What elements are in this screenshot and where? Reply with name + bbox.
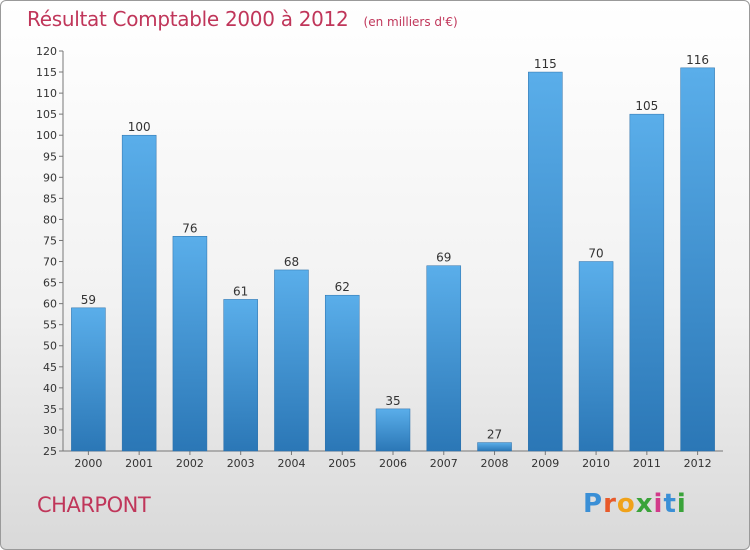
y-tick-label: 85 [43,192,57,205]
x-tick-label-2006: 2006 [379,457,407,470]
chart-subtitle: (en milliers d'€) [363,15,458,29]
bar-2001 [121,134,157,452]
x-tick-label-2011: 2011 [633,457,661,470]
logo-letter: i [653,489,664,519]
data-label-2010: 70 [588,247,603,261]
bar-2005 [324,294,360,452]
y-tick-label: 35 [43,403,57,416]
data-label-2009: 115 [534,57,557,71]
y-tick-label: 65 [43,277,57,290]
y-tick-label: 25 [43,445,57,458]
y-tick-label: 30 [43,424,57,437]
data-label-2000: 59 [81,293,96,307]
data-label-2002: 76 [182,221,197,235]
data-label-2007: 69 [436,251,451,265]
x-tick-label-2002: 2002 [176,457,204,470]
x-tick-label-2012: 2012 [684,457,712,470]
x-tick-label-2003: 2003 [227,457,255,470]
bar-2003 [223,299,258,452]
x-tick-label-2005: 2005 [328,457,356,470]
x-tick-label-2004: 2004 [277,457,305,470]
bar-2006 [375,408,411,452]
y-tick-label: 55 [43,319,57,332]
y-tick-label: 110 [36,87,57,100]
y-tick-label: 115 [36,66,57,79]
data-label-2001: 100 [128,120,151,134]
y-tick-label: 50 [43,340,57,353]
data-label-2012: 116 [686,53,709,67]
bars-group [71,67,715,452]
y-tick-label: 60 [43,298,57,311]
y-tick-label: 70 [43,256,57,269]
x-tick-label-2001: 2001 [125,457,153,470]
y-tick-label: 100 [36,129,57,142]
data-label-2006: 35 [385,394,400,408]
bar-2000 [71,307,106,452]
data-label-2008: 27 [487,428,502,442]
bar-2009 [528,71,563,452]
y-tick-label: 90 [43,171,57,184]
logo-letter: P [583,489,604,519]
logo-letter: o [616,489,636,519]
logo-letter: i [676,489,687,519]
y-tick-label: 80 [43,213,57,226]
bar-2011 [629,113,665,452]
logo-letter: x [635,489,654,519]
y-tick-label: 95 [43,150,57,163]
commune-name: CHARPONT [37,493,151,517]
proxiti-logo[interactable]: Proxiti [583,489,687,519]
axes: 25 30 35 40 45 50 55 60 65 70 75 80 85 90 95 100 105 110 1… [36,45,723,458]
bar-2008 [477,442,512,452]
x-tick-label-2010: 2010 [582,457,610,470]
labels-group: 59 2000 100 2001 76 2002 61 2003 68 2004 62 2005 35 2… [74,53,711,470]
data-label-2004: 68 [284,255,299,269]
y-tick-label: 105 [36,108,57,121]
bar-2002 [172,236,208,452]
logo-letter: t [663,489,677,519]
x-tick-label-2000: 2000 [74,457,102,470]
x-tick-label-2007: 2007 [430,457,458,470]
bar-2004 [274,269,309,452]
data-label-2005: 62 [335,280,350,294]
data-label-2011: 105 [635,99,658,113]
y-tick-label: 75 [43,234,57,247]
bar-2007 [426,265,462,452]
x-tick-label-2008: 2008 [481,457,509,470]
x-tick-label-2009: 2009 [531,457,559,470]
y-tick-label: 40 [43,382,57,395]
title-row: Résultat Comptable 2000 à 2012 (en milli… [27,7,458,31]
bar-2010 [578,261,614,452]
bar-2012 [680,67,715,452]
y-tick-label: 45 [43,361,57,374]
logo-letter: r [603,489,617,519]
y-tick-label: 120 [36,45,57,58]
chart-title: Résultat Comptable 2000 à 2012 [27,7,349,31]
data-label-2003: 61 [233,284,248,298]
